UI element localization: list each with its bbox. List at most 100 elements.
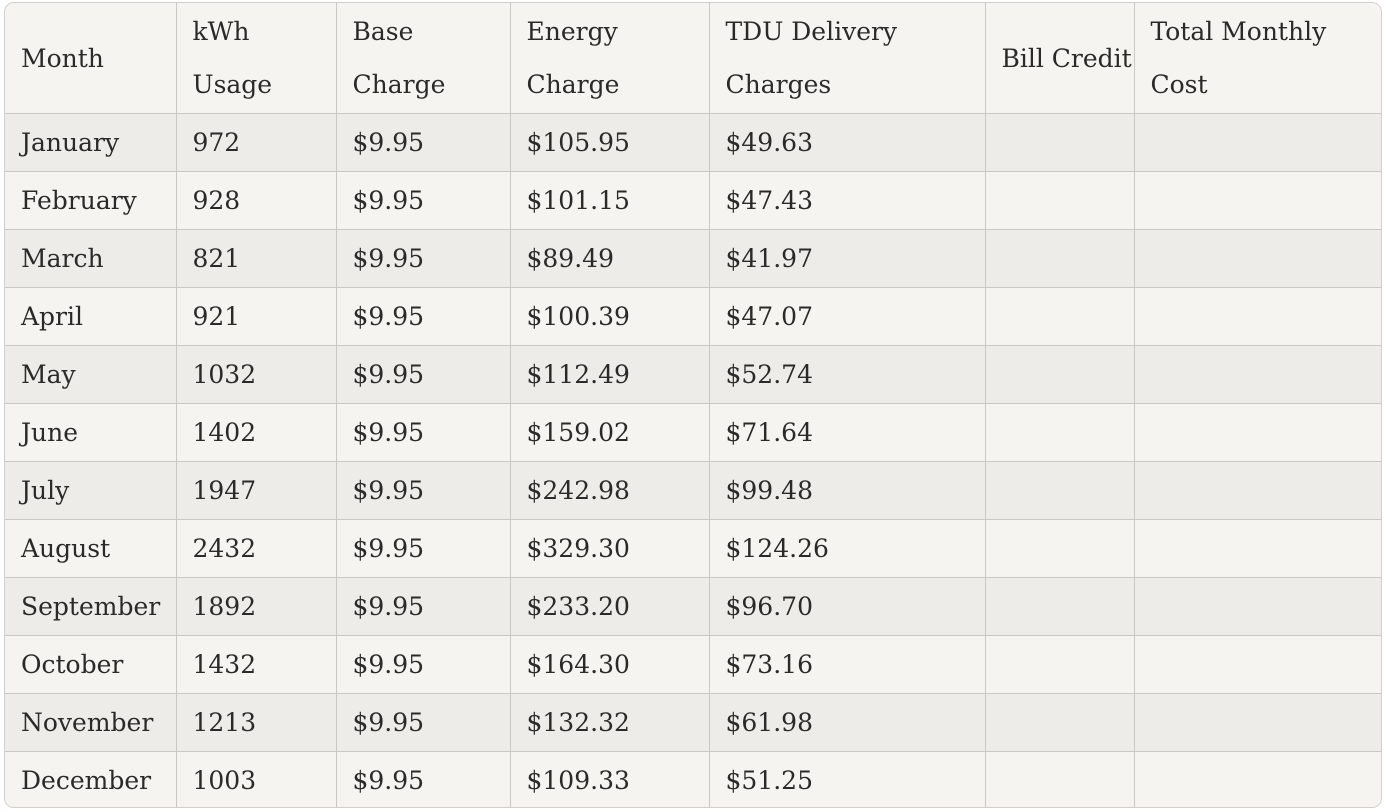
table-row: November 1213 $9.95 $132.32 $61.98	[5, 693, 1381, 752]
bill-credit-cell	[984, 229, 1135, 288]
month-cell: February	[5, 171, 177, 230]
energy-charge-cell: $242.98	[509, 461, 710, 520]
tdu-delivery-cell: $99.48	[708, 461, 986, 520]
total-monthly-cost-cell	[1133, 229, 1381, 288]
month-cell: January	[5, 113, 177, 172]
base-charge-cell: $9.95	[335, 113, 511, 172]
kwh-usage-cell: 2432	[175, 519, 337, 578]
table-row: April 921 $9.95 $100.39 $47.07	[5, 287, 1381, 346]
column-header-bill-credit: Bill Credit	[984, 3, 1135, 114]
total-monthly-cost-cell	[1133, 519, 1381, 578]
tdu-delivery-cell: $73.16	[708, 635, 986, 694]
tdu-delivery-cell: $47.43	[708, 171, 986, 230]
month-cell: August	[5, 519, 177, 578]
tdu-delivery-cell: $51.25	[708, 751, 986, 807]
energy-charge-cell: $233.20	[509, 577, 710, 636]
total-monthly-cost-cell	[1133, 461, 1381, 520]
month-cell: March	[5, 229, 177, 288]
month-cell: October	[5, 635, 177, 694]
kwh-usage-cell: 1947	[175, 461, 337, 520]
energy-charge-cell: $100.39	[509, 287, 710, 346]
kwh-usage-cell: 1432	[175, 635, 337, 694]
table-row: December 1003 $9.95 $109.33 $51.25	[5, 751, 1381, 807]
total-monthly-cost-cell	[1133, 113, 1381, 172]
base-charge-cell: $9.95	[335, 577, 511, 636]
kwh-usage-cell: 821	[175, 229, 337, 288]
energy-charge-cell: $101.15	[509, 171, 710, 230]
table-container: Month kWh Usage Base Charge Energy Charg…	[4, 2, 1382, 808]
tdu-delivery-cell: $124.26	[708, 519, 986, 578]
column-header-total-monthly-cost: Total Monthly Cost	[1133, 3, 1381, 114]
column-header-energy-charge: Energy Charge	[509, 3, 710, 114]
table-row: February 928 $9.95 $101.15 $47.43	[5, 171, 1381, 230]
base-charge-cell: $9.95	[335, 461, 511, 520]
month-cell: June	[5, 403, 177, 462]
base-charge-cell: $9.95	[335, 403, 511, 462]
tdu-delivery-cell: $96.70	[708, 577, 986, 636]
column-header-month: Month	[5, 3, 177, 114]
energy-charge-cell: $105.95	[509, 113, 710, 172]
energy-charge-cell: $132.32	[509, 693, 710, 752]
bill-credit-cell	[984, 461, 1135, 520]
month-cell: December	[5, 751, 177, 807]
bill-credit-cell	[984, 635, 1135, 694]
tdu-delivery-cell: $49.63	[708, 113, 986, 172]
base-charge-cell: $9.95	[335, 751, 511, 807]
kwh-usage-cell: 1213	[175, 693, 337, 752]
table-row: October 1432 $9.95 $164.30 $73.16	[5, 635, 1381, 694]
table-row: September 1892 $9.95 $233.20 $96.70	[5, 577, 1381, 636]
electricity-cost-table: Month kWh Usage Base Charge Energy Charg…	[5, 3, 1381, 807]
month-cell: September	[5, 577, 177, 636]
total-monthly-cost-cell	[1133, 751, 1381, 807]
tdu-delivery-cell: $41.97	[708, 229, 986, 288]
tdu-delivery-cell: $52.74	[708, 345, 986, 404]
energy-charge-cell: $329.30	[509, 519, 710, 578]
total-monthly-cost-cell	[1133, 693, 1381, 752]
kwh-usage-cell: 1003	[175, 751, 337, 807]
kwh-usage-cell: 928	[175, 171, 337, 230]
total-monthly-cost-cell	[1133, 171, 1381, 230]
bill-credit-cell	[984, 519, 1135, 578]
kwh-usage-cell: 972	[175, 113, 337, 172]
energy-charge-cell: $159.02	[509, 403, 710, 462]
base-charge-cell: $9.95	[335, 519, 511, 578]
kwh-usage-cell: 1892	[175, 577, 337, 636]
energy-charge-cell: $164.30	[509, 635, 710, 694]
month-cell: November	[5, 693, 177, 752]
energy-charge-cell: $89.49	[509, 229, 710, 288]
base-charge-cell: $9.95	[335, 345, 511, 404]
tdu-delivery-cell: $71.64	[708, 403, 986, 462]
month-cell: May	[5, 345, 177, 404]
table-body: January 972 $9.95 $105.95 $49.63 February 928 $…	[5, 113, 1381, 807]
bill-credit-cell	[984, 113, 1135, 172]
table-row: May 1032 $9.95 $112.49 $52.74	[5, 345, 1381, 404]
bill-credit-cell	[984, 693, 1135, 752]
table-row: July 1947 $9.95 $242.98 $99.48	[5, 461, 1381, 520]
month-cell: April	[5, 287, 177, 346]
total-monthly-cost-cell	[1133, 345, 1381, 404]
bill-credit-cell	[984, 171, 1135, 230]
bill-credit-cell	[984, 403, 1135, 462]
bill-credit-cell	[984, 751, 1135, 807]
base-charge-cell: $9.95	[335, 229, 511, 288]
column-header-kwh-usage: kWh Usage	[175, 3, 337, 114]
tdu-delivery-cell: $47.07	[708, 287, 986, 346]
base-charge-cell: $9.95	[335, 287, 511, 346]
total-monthly-cost-cell	[1133, 577, 1381, 636]
kwh-usage-cell: 1032	[175, 345, 337, 404]
month-cell: July	[5, 461, 177, 520]
table-row: March 821 $9.95 $89.49 $41.97	[5, 229, 1381, 288]
base-charge-cell: $9.95	[335, 693, 511, 752]
table-row: January 972 $9.95 $105.95 $49.63	[5, 113, 1381, 172]
bill-credit-cell	[984, 287, 1135, 346]
table-row: August 2432 $9.95 $329.30 $124.26	[5, 519, 1381, 578]
bill-credit-cell	[984, 577, 1135, 636]
tdu-delivery-cell: $61.98	[708, 693, 986, 752]
kwh-usage-cell: 921	[175, 287, 337, 346]
base-charge-cell: $9.95	[335, 171, 511, 230]
bill-credit-cell	[984, 345, 1135, 404]
base-charge-cell: $9.95	[335, 635, 511, 694]
total-monthly-cost-cell	[1133, 403, 1381, 462]
energy-charge-cell: $109.33	[509, 751, 710, 807]
column-header-base-charge: Base Charge	[335, 3, 511, 114]
